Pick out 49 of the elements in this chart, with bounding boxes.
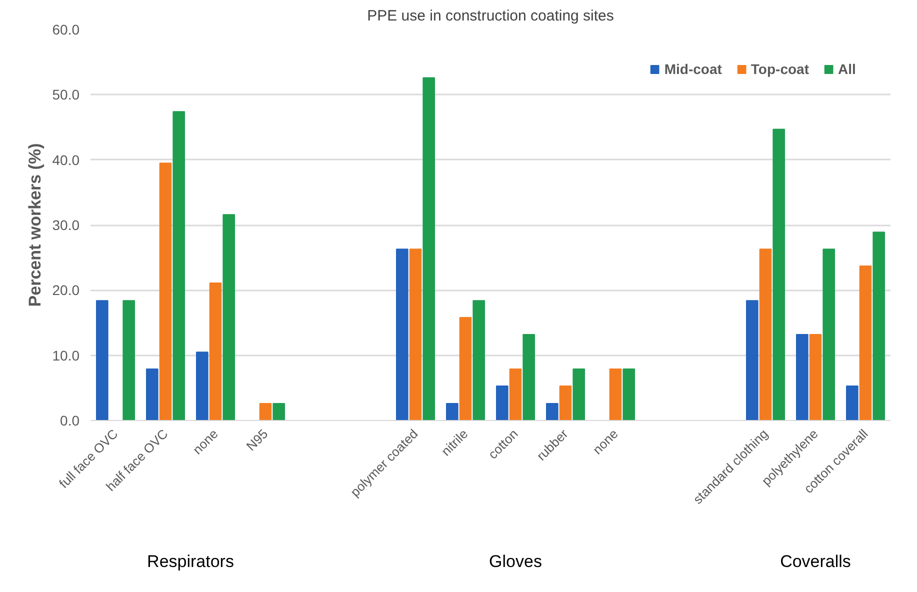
bar	[746, 300, 758, 420]
y-axis-title: Percent workers (%)	[25, 143, 44, 307]
bar	[872, 232, 885, 420]
bar	[522, 334, 535, 420]
bar	[759, 248, 772, 420]
text: Gloves	[489, 552, 542, 571]
bar	[196, 352, 208, 420]
bar	[396, 248, 408, 420]
y-tick-label: 20.0	[52, 282, 80, 298]
y-tick-label: 10.0	[52, 347, 80, 364]
bar	[572, 368, 585, 420]
bar	[222, 214, 235, 420]
bar	[446, 403, 458, 420]
bar	[159, 162, 172, 420]
bar	[822, 248, 835, 420]
bar	[809, 334, 822, 420]
bar	[622, 368, 635, 420]
text: Coveralls	[780, 552, 851, 571]
bar	[772, 128, 785, 420]
x-tick-label: N95	[243, 426, 271, 454]
y-tick-label: 0.0	[60, 412, 80, 428]
bar	[472, 300, 485, 420]
y-tick-label: 40.0	[52, 152, 80, 168]
bar	[422, 77, 435, 420]
bar	[846, 385, 858, 420]
y-tick-label: 60.0	[52, 22, 80, 38]
bar	[459, 317, 472, 420]
text: Respirators	[147, 552, 234, 571]
bar	[122, 300, 135, 420]
bar	[859, 266, 872, 420]
bar	[272, 403, 285, 420]
chart-title: PPE use in construction coating sites	[367, 8, 614, 24]
y-tick-label: 50.0	[52, 86, 80, 103]
bar	[96, 300, 108, 420]
bar	[796, 334, 808, 420]
legend-label: All	[838, 61, 857, 77]
bar	[609, 368, 622, 420]
bar	[546, 403, 558, 420]
legend-label: Mid-coat	[664, 61, 722, 77]
bar	[259, 403, 272, 420]
legend-label: Top-coat	[750, 61, 809, 77]
bar	[509, 368, 522, 420]
bar	[146, 368, 158, 420]
bar	[496, 385, 508, 420]
bar	[172, 111, 185, 420]
bar	[559, 385, 572, 420]
y-tick-label: 30.0	[52, 217, 80, 233]
bar	[209, 282, 222, 420]
bar	[409, 248, 422, 420]
